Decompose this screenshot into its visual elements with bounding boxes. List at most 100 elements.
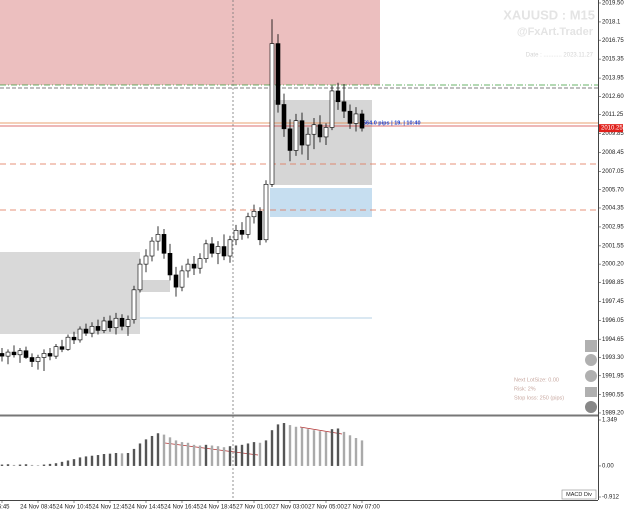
candle-body xyxy=(47,353,53,357)
macd-bar xyxy=(108,453,112,466)
prev-button[interactable] xyxy=(585,354,597,366)
y-tick-label: 1996.05 xyxy=(602,318,624,324)
candle xyxy=(251,204,257,224)
candle xyxy=(83,323,89,336)
macd-bar xyxy=(102,454,106,466)
candle xyxy=(305,127,311,160)
y-tick-label: 1998.85 xyxy=(602,280,624,286)
candle xyxy=(233,224,239,246)
candle-body xyxy=(335,90,341,103)
macd-bar xyxy=(354,438,358,466)
x-tick-label: 24 Nov 10:45 xyxy=(56,505,92,511)
candle-body xyxy=(197,258,203,269)
macd-bar xyxy=(240,444,244,466)
macd-bar xyxy=(318,431,322,466)
x-tick-label: 24 Nov 18:45 xyxy=(200,505,236,511)
next-button[interactable] xyxy=(585,370,597,382)
macd-bar xyxy=(192,444,196,466)
macd-bar xyxy=(228,446,232,466)
candle xyxy=(167,243,173,281)
candle xyxy=(155,226,161,251)
macd-bar xyxy=(12,464,16,466)
candle-body xyxy=(347,110,353,124)
x-tick-label: 24 Nov 08:45 xyxy=(20,505,56,511)
candle-body xyxy=(11,351,17,356)
macd-bar xyxy=(78,457,82,466)
macd-bar xyxy=(18,464,22,466)
candle xyxy=(149,237,155,262)
candle xyxy=(47,348,53,361)
candle-body xyxy=(245,216,251,235)
macd-bar xyxy=(126,453,130,466)
candle-body xyxy=(341,101,347,112)
macd-bar xyxy=(222,447,226,466)
y-tick-label: 2004.35 xyxy=(602,206,624,212)
grid-button[interactable] xyxy=(585,340,597,352)
candle-body xyxy=(5,351,11,357)
macd-bar xyxy=(336,428,340,466)
candle xyxy=(107,315,113,332)
candle xyxy=(335,82,341,110)
macd-bar xyxy=(360,440,364,466)
candle xyxy=(125,315,131,336)
candle xyxy=(119,314,125,331)
candle-body xyxy=(323,127,329,138)
candle xyxy=(227,235,233,263)
macd-bar xyxy=(276,424,280,466)
candle-body xyxy=(29,357,35,362)
candle xyxy=(215,241,221,265)
candle xyxy=(143,249,149,273)
macd-bar xyxy=(162,434,166,466)
settings-button[interactable] xyxy=(585,401,597,413)
candle xyxy=(23,346,29,359)
candle-body xyxy=(353,113,359,124)
candle xyxy=(281,93,287,137)
macd-bar xyxy=(210,445,214,466)
candle-body xyxy=(203,243,209,260)
macd-bar xyxy=(90,455,94,466)
candle xyxy=(11,345,17,358)
candle xyxy=(221,234,227,261)
macd-div-button[interactable] xyxy=(561,489,597,500)
candle-body xyxy=(185,263,191,272)
info-line: Stop loss: 250 (pips) xyxy=(514,395,564,401)
candle xyxy=(17,348,23,363)
candle-body xyxy=(149,240,155,257)
info-line: Risk: 2% xyxy=(514,386,536,392)
macd-bar xyxy=(156,433,160,466)
divergence-line xyxy=(299,426,343,435)
x-tick-label: 27 Nov 01:00 xyxy=(236,505,272,511)
macd-div-label: MACD Div xyxy=(566,492,592,498)
y-tick-label: 2008.45 xyxy=(602,150,624,156)
candle-body xyxy=(209,243,215,254)
camera-button[interactable] xyxy=(585,387,597,397)
macd-bar xyxy=(270,430,274,466)
candle-body xyxy=(143,255,149,265)
y-tick-label: 2002.95 xyxy=(602,224,624,230)
candle-body xyxy=(0,353,5,357)
candle-body xyxy=(83,328,89,334)
candle-body xyxy=(35,357,41,362)
y-tick-label: 1989.20 xyxy=(602,411,624,417)
macd-bar xyxy=(66,460,70,466)
candle xyxy=(311,117,317,150)
candle-body xyxy=(281,104,287,130)
candle-body xyxy=(233,229,239,241)
macd-bar xyxy=(42,464,46,466)
candle-body xyxy=(107,320,113,329)
candle-body xyxy=(317,124,323,138)
macd-bar xyxy=(180,442,184,466)
candle-body xyxy=(113,317,119,329)
macd-bar xyxy=(30,464,34,466)
macd-bar xyxy=(264,440,268,466)
y-tick-label: 2013.95 xyxy=(602,76,624,82)
candle xyxy=(287,119,293,162)
candle xyxy=(359,109,365,132)
target-zone xyxy=(270,188,372,217)
candle-body xyxy=(167,253,173,276)
y-tick-label: 2018.1 xyxy=(602,19,621,25)
candle xyxy=(317,115,323,143)
candle-body xyxy=(95,326,101,331)
y-tick-label: 2016.75 xyxy=(602,38,624,44)
candle-body xyxy=(329,90,335,128)
